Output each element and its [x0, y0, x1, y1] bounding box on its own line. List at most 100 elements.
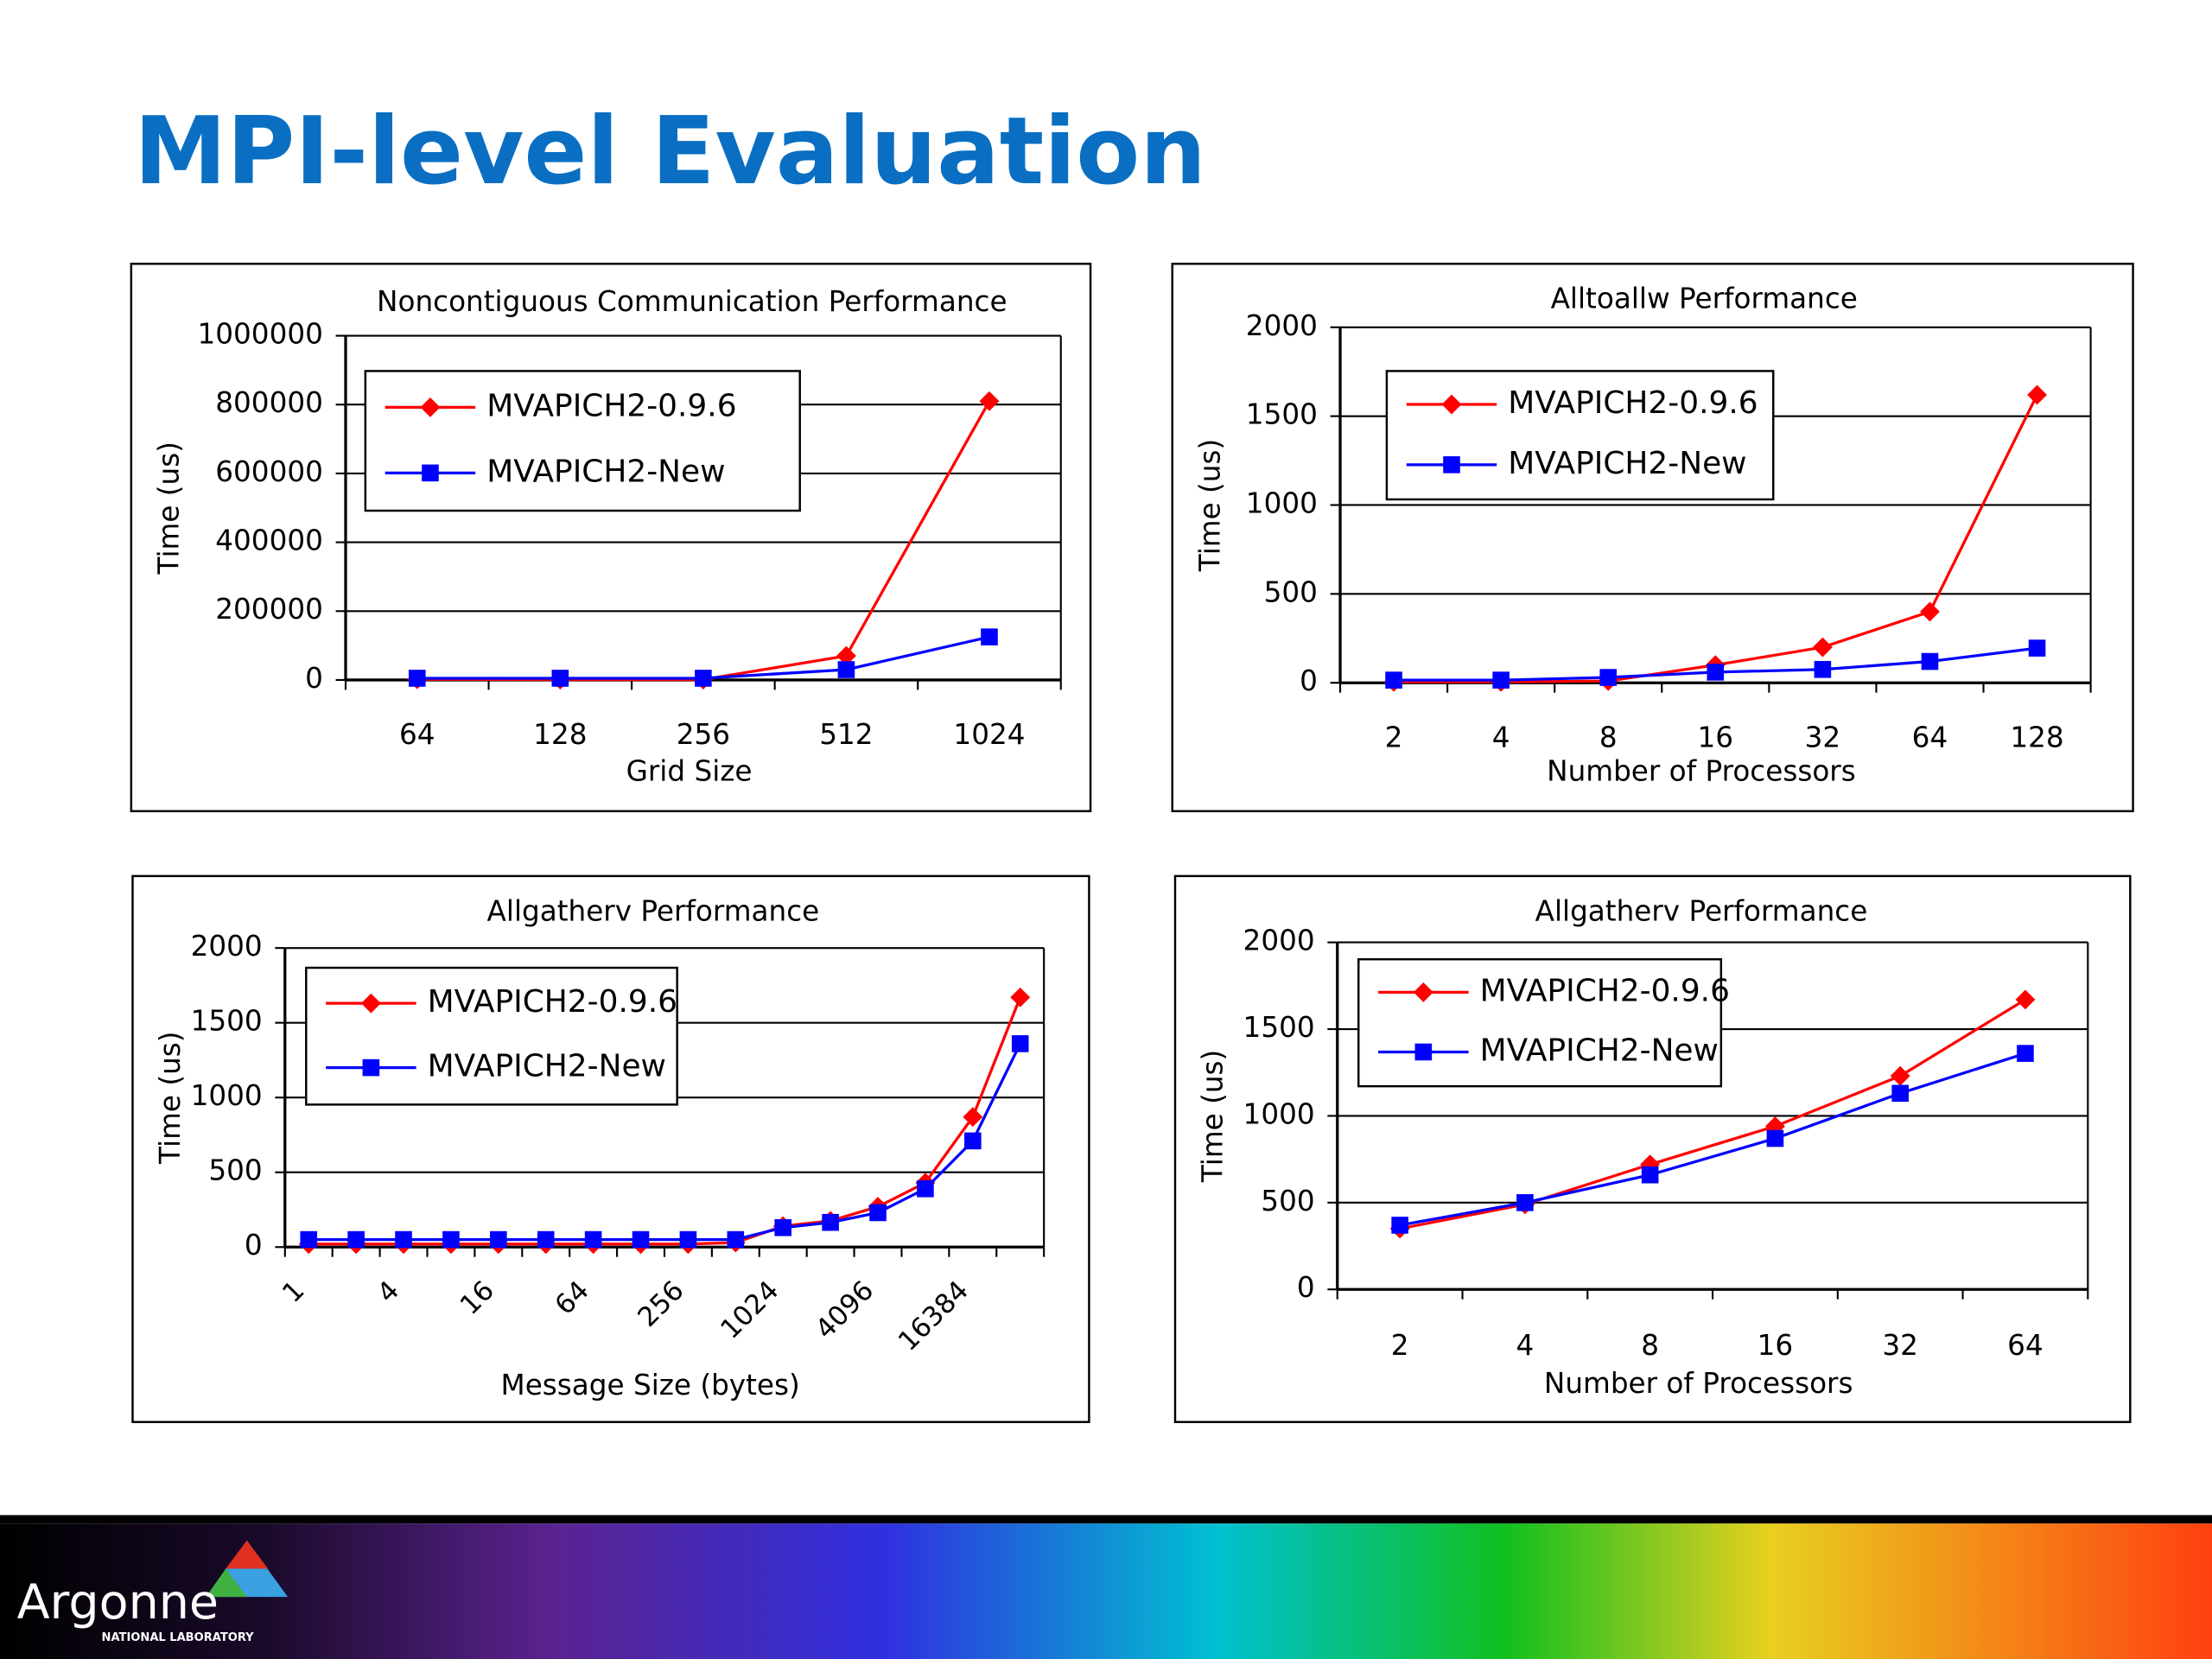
marker [300, 1230, 318, 1249]
marker [727, 1230, 745, 1249]
marker [1492, 671, 1510, 689]
legend-box [1385, 370, 1775, 501]
marker [679, 1230, 697, 1249]
legend-label: MVAPICH2-New [1508, 446, 1746, 481]
y-tick-label: 1500 [1243, 1011, 1315, 1044]
chart: Alltoallw Performance 0 500 1000 1500 2000 2 4 8… [1171, 263, 2134, 812]
marker [551, 670, 569, 687]
legend-box [1357, 957, 1723, 1088]
legend-label: MVAPICH2-0.9.6 [486, 388, 736, 423]
marker [964, 1132, 982, 1150]
chart: Noncontiguous Communication Performance 0… [130, 263, 1092, 812]
y-tick-label: 500 [1264, 575, 1318, 608]
marker [774, 1218, 792, 1236]
logo-name: Argonne [17, 1574, 219, 1630]
marker [695, 670, 712, 687]
marker [1599, 669, 1618, 686]
marker [1391, 1217, 1408, 1234]
marker [1920, 601, 1940, 622]
marker [1766, 1129, 1784, 1147]
logo-triangle-left [206, 1568, 247, 1598]
x-tick-label: 4 [1516, 1329, 1535, 1362]
x-tick-label: 4 [1492, 721, 1510, 754]
x-axis-label: Number of Processors [1544, 1367, 1853, 1400]
legend-box [305, 966, 678, 1106]
marker [917, 1179, 934, 1198]
y-axis-label: Time (us) [154, 1031, 187, 1164]
marker [1814, 660, 1832, 678]
chart: Allgatherv Performance 0 500 1000 1500 2000 2 4… [1173, 874, 2132, 1423]
y-tick-label: 1000 [1246, 486, 1318, 519]
y-tick-label: 200000 [215, 593, 323, 626]
marker [2015, 989, 2036, 1010]
legend-marker [422, 464, 439, 482]
x-tick-label: 32 [1882, 1329, 1918, 1362]
band-top [0, 1515, 2212, 1524]
x-tick-label: 16 [1758, 1329, 1794, 1362]
legend-marker [420, 397, 441, 417]
marker [408, 670, 426, 687]
legend-marker [1443, 456, 1460, 474]
legend-label: MVAPICH2-New [486, 454, 725, 489]
series-line [308, 996, 1022, 1246]
y-axis-label: Time (us) [153, 442, 186, 575]
marker [837, 661, 855, 678]
marker [1010, 987, 1031, 1007]
y-tick-label: 1000 [191, 1079, 263, 1112]
marker [2027, 385, 2047, 405]
x-tick-label: 256 [677, 718, 730, 751]
legend-label: MVAPICH2-0.9.6 [1480, 973, 1730, 1008]
marker [490, 1230, 507, 1249]
x-tick-label: 32 [1805, 721, 1841, 754]
x-tick-label: 64 [1912, 721, 1948, 754]
legend-label: MVAPICH2-New [1480, 1033, 1719, 1068]
logo: Argonne NATIONAL LABORATORY [17, 1540, 289, 1644]
x-tick-label: 64 [399, 718, 435, 751]
y-tick-label: 1500 [1246, 398, 1318, 431]
legend-label: MVAPICH2-New [428, 1049, 666, 1084]
marker [442, 1230, 460, 1249]
marker [1641, 1166, 1659, 1184]
chart-frame [130, 263, 1092, 812]
x-axis-label: Number of Processors [1547, 755, 1856, 788]
marker [963, 1107, 983, 1128]
marker [1707, 664, 1725, 681]
marker [347, 1230, 365, 1249]
y-tick-label: 2000 [1246, 309, 1318, 342]
marker [1516, 1194, 1534, 1211]
marker [822, 1213, 839, 1231]
chart-title: Noncontiguous Communication Performance [377, 285, 1007, 318]
y-tick-label: 1000000 [198, 318, 323, 351]
x-tick-label: 128 [533, 718, 587, 751]
y-axis-label: Time (us) [1193, 439, 1226, 572]
y-tick-label: 0 [305, 662, 323, 695]
marker [1385, 671, 1402, 689]
y-tick-label: 2000 [191, 930, 263, 963]
y-tick-label: 500 [208, 1154, 262, 1187]
x-tick-label: 2 [1391, 1329, 1409, 1362]
series-line [1399, 1052, 2026, 1227]
x-tick-label: 8 [1599, 721, 1618, 754]
color-band [0, 1523, 2212, 1659]
y-axis-label: Time (us) [1197, 1050, 1230, 1183]
marker [1812, 637, 1833, 658]
marker [979, 391, 1000, 411]
series-line [1399, 998, 2026, 1230]
y-tick-label: 500 [1261, 1185, 1314, 1217]
chart-title: Allgatherv Performance [1535, 894, 1868, 927]
marker [981, 628, 998, 645]
marker [584, 1230, 602, 1249]
marker [836, 645, 856, 666]
marker [1891, 1084, 1909, 1103]
marker [2017, 1045, 2034, 1062]
marker [869, 1204, 887, 1222]
logo-triangle-top [226, 1540, 269, 1569]
marker [1921, 652, 1939, 671]
marker [1011, 1035, 1029, 1052]
x-tick-label: 2 [1385, 721, 1403, 754]
y-tick-label: 600000 [215, 455, 323, 488]
legend-marker [362, 1058, 380, 1077]
marker [395, 1230, 412, 1249]
legend-label: MVAPICH2-0.9.6 [428, 984, 677, 1020]
